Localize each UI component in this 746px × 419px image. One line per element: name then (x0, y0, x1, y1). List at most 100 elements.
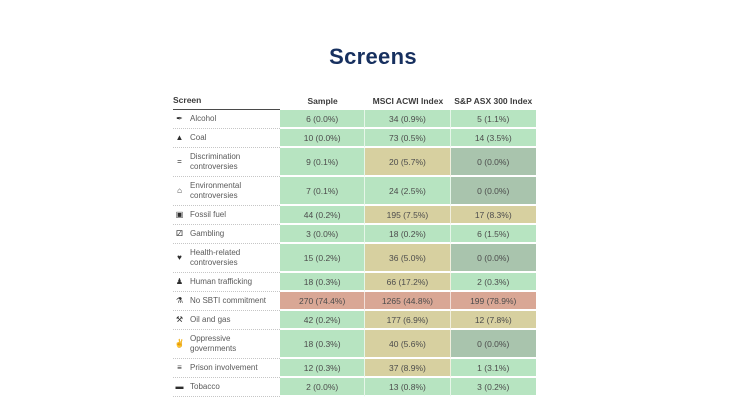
value-cell: 0 (0.0%) (450, 148, 536, 177)
value-cell: 270 (74.4%) (280, 292, 366, 311)
value-cell: 2 (0.3%) (450, 273, 536, 292)
row-label: Tobacco (190, 382, 220, 391)
prison-bars-icon: ≡ (177, 363, 182, 372)
value-cell: 2 (0.0%) (280, 378, 366, 397)
value-cell: 3 (0.0%) (280, 225, 366, 244)
factory-icon: ⌂ (177, 186, 182, 195)
value-cell: 73 (0.5%) (365, 129, 451, 148)
row-label: Coal (190, 133, 207, 142)
table-header: Screen Sample MSCI ACWI Index S&P ASX 300 I… (173, 95, 536, 110)
table-row: ▲ Coal 10 (0.0%) 73 (0.5%) 14 (3.5%) (173, 129, 536, 148)
value-cell: 3 (0.2%) (450, 378, 536, 397)
page-title: Screens (329, 44, 417, 69)
value-cell: 40 (5.6%) (365, 330, 451, 359)
row-label: Discrimination controversies (190, 152, 241, 171)
table-row: ♥ Health-related controversies 15 (0.2%) 36… (173, 244, 536, 273)
value-cell: 14 (3.5%) (450, 129, 536, 148)
screens-table: Screen Sample MSCI ACWI Index S&P ASX 300 I… (173, 95, 536, 397)
table-row: ≡ Prison involvement 12 (0.3%) 37 (8.9%) 1 (… (173, 359, 536, 378)
row-label: Environmental controversies (190, 181, 242, 200)
value-cell: 20 (5.7%) (365, 148, 451, 177)
value-cell: 42 (0.2%) (280, 311, 366, 330)
value-cell: 10 (0.0%) (280, 129, 366, 148)
value-cell: 7 (0.1%) (280, 177, 366, 206)
table-row: ✒ Alcohol 6 (0.0%) 34 (0.9%) 5 (1.1%) (173, 110, 536, 129)
value-cell: 0 (0.0%) (450, 244, 536, 273)
value-cell: 199 (78.9%) (450, 292, 536, 311)
table-row: ✌ Oppressive governments 18 (0.3%) 40 (5.6%… (173, 330, 536, 359)
row-label-cell: ⚒ Oil and gas (173, 311, 280, 330)
row-label: Human trafficking (190, 277, 253, 286)
table-row: ⚒ Oil and gas 42 (0.2%) 177 (6.9%) 12 (7.8%) (173, 311, 536, 330)
row-label-cell: = Discrimination controversies (173, 148, 280, 177)
fuel-pump-icon: ▣ (175, 210, 184, 219)
row-label-cell: ✒ Alcohol (173, 110, 280, 129)
inequality-bars-icon: = (177, 157, 182, 166)
value-cell: 17 (8.3%) (450, 206, 536, 225)
table-row: ⚂ Gambling 3 (0.0%) 18 (0.2%) 6 (1.5%) (173, 225, 536, 244)
value-cell: 5 (1.1%) (450, 110, 536, 129)
value-cell: 0 (0.0%) (450, 177, 536, 206)
value-cell: 18 (0.3%) (280, 330, 366, 359)
cocktail-glass-icon: ✒ (176, 114, 183, 123)
row-label: Fossil fuel (190, 210, 227, 219)
value-cell: 37 (8.9%) (365, 359, 451, 378)
table-row: = Discrimination controversies 9 (0.1%) 20 … (173, 148, 536, 177)
coal-mountain-icon: ▲ (175, 133, 184, 142)
value-cell: 36 (5.0%) (365, 244, 451, 273)
table-row: ▬ Tobacco 2 (0.0%) 13 (0.8%) 3 (0.2%) (173, 378, 536, 397)
row-label: Health-related controversies (190, 248, 241, 267)
row-label: Gambling (190, 229, 225, 238)
row-label-cell: ▬ Tobacco (173, 378, 280, 397)
person-icon: ♟ (175, 277, 184, 286)
value-cell: 177 (6.9%) (365, 311, 451, 330)
cigarette-icon: ▬ (175, 382, 184, 391)
value-cell: 6 (1.5%) (450, 225, 536, 244)
column-header-s-p-asx-300-index: S&P ASX 300 Index (454, 96, 533, 106)
value-cell: 9 (0.1%) (280, 148, 366, 177)
value-cell: 0 (0.0%) (450, 330, 536, 359)
value-cell: 18 (0.2%) (365, 225, 451, 244)
row-label-cell: ⚗ No SBTI commitment (173, 292, 280, 311)
fist-icon: ✌ (174, 339, 185, 348)
table-row: ▣ Fossil fuel 44 (0.2%) 195 (7.5%) 17 (8.3%) (173, 206, 536, 225)
heart-icon: ♥ (177, 253, 182, 262)
table-row: ⌂ Environmental controversies 7 (0.1%) 24 (… (173, 177, 536, 206)
value-cell: 66 (17.2%) (365, 273, 451, 292)
value-cell: 12 (0.3%) (280, 359, 366, 378)
row-label-cell: ⚂ Gambling (173, 225, 280, 244)
column-header-screen: Screen (173, 95, 280, 110)
oil-pump-icon: ⚒ (175, 315, 184, 324)
row-label-cell: ▣ Fossil fuel (173, 206, 280, 225)
value-cell: 44 (0.2%) (280, 206, 366, 225)
row-label-cell: ≡ Prison involvement (173, 359, 280, 378)
table-row: ⚗ No SBTI commitment 270 (74.4%) 1265 (44.8… (173, 292, 536, 311)
value-cell: 24 (2.5%) (365, 177, 451, 206)
table-row: ♟ Human trafficking 18 (0.3%) 66 (17.2%) 2 (… (173, 273, 536, 292)
row-label: Prison involvement (190, 363, 258, 372)
value-cell: 13 (0.8%) (365, 378, 451, 397)
value-cell: 18 (0.3%) (280, 273, 366, 292)
column-header-msci-acwi-index: MSCI ACWI Index (372, 96, 444, 106)
row-label-cell: ♥ Health-related controversies (173, 244, 280, 273)
row-label-cell: ▲ Coal (173, 129, 280, 148)
value-cell: 195 (7.5%) (365, 206, 451, 225)
value-cell: 1 (3.1%) (450, 359, 536, 378)
column-header-sample: Sample (307, 96, 338, 106)
value-cell: 6 (0.0%) (280, 110, 366, 129)
row-label-cell: ✌ Oppressive governments (173, 330, 280, 359)
row-label-cell: ♟ Human trafficking (173, 273, 280, 292)
row-label-cell: ⌂ Environmental controversies (173, 177, 280, 206)
row-label: No SBTI commitment (190, 296, 267, 305)
row-label: Oppressive governments (190, 334, 237, 353)
row-label: Alcohol (190, 114, 217, 123)
value-cell: 12 (7.8%) (450, 311, 536, 330)
value-cell: 34 (0.9%) (365, 110, 451, 129)
thermometer-icon: ⚗ (175, 296, 184, 305)
value-cell: 15 (0.2%) (280, 244, 366, 273)
value-cell: 1265 (44.8%) (365, 292, 451, 311)
dice-icon: ⚂ (176, 229, 183, 238)
row-label: Oil and gas (190, 315, 231, 324)
table-body: ✒ Alcohol 6 (0.0%) 34 (0.9%) 5 (1.1%) ▲ Coal 10… (173, 110, 536, 397)
